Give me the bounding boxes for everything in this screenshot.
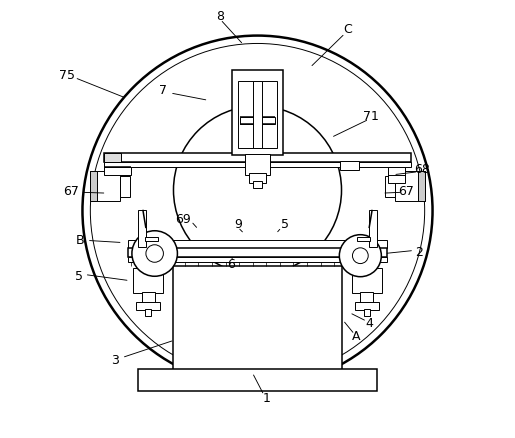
Polygon shape (238, 81, 277, 149)
Polygon shape (105, 163, 410, 167)
Polygon shape (385, 176, 395, 198)
Polygon shape (240, 118, 275, 125)
Polygon shape (136, 302, 160, 310)
Polygon shape (139, 210, 146, 247)
Polygon shape (105, 167, 131, 175)
Polygon shape (352, 268, 382, 293)
Text: 3: 3 (111, 353, 119, 366)
Text: 4: 4 (365, 316, 373, 329)
Circle shape (174, 107, 341, 275)
Text: 67: 67 (63, 184, 79, 197)
Text: 9: 9 (234, 218, 242, 231)
Polygon shape (364, 309, 370, 316)
Circle shape (339, 235, 381, 277)
Text: 6: 6 (227, 257, 235, 270)
Polygon shape (128, 258, 387, 263)
Text: A: A (352, 329, 360, 343)
Text: 7: 7 (160, 84, 167, 97)
Polygon shape (340, 161, 359, 171)
Polygon shape (128, 241, 387, 249)
Polygon shape (105, 153, 410, 163)
Polygon shape (145, 237, 158, 242)
Text: 5: 5 (281, 218, 288, 231)
Polygon shape (249, 173, 266, 183)
Circle shape (90, 44, 425, 378)
Circle shape (82, 36, 433, 386)
Polygon shape (145, 309, 151, 316)
Polygon shape (360, 292, 373, 303)
Text: 2: 2 (416, 245, 423, 258)
Text: 69: 69 (175, 212, 191, 226)
Text: B: B (76, 233, 84, 247)
Polygon shape (369, 210, 376, 247)
Text: 1: 1 (262, 392, 270, 405)
Polygon shape (133, 268, 163, 293)
Text: 5: 5 (75, 269, 83, 282)
Text: 8: 8 (216, 10, 225, 22)
Text: 68: 68 (414, 162, 430, 175)
Polygon shape (253, 182, 262, 188)
Polygon shape (245, 154, 270, 175)
Polygon shape (395, 172, 425, 201)
Text: 71: 71 (364, 110, 379, 123)
Text: 75: 75 (59, 68, 75, 81)
Polygon shape (174, 266, 341, 371)
Polygon shape (232, 71, 283, 155)
Polygon shape (139, 370, 376, 392)
Polygon shape (90, 172, 120, 201)
Polygon shape (128, 249, 387, 258)
Polygon shape (357, 237, 370, 242)
Polygon shape (418, 172, 425, 201)
Polygon shape (253, 81, 262, 149)
Polygon shape (120, 176, 130, 198)
Text: 67: 67 (398, 184, 414, 197)
Circle shape (352, 248, 368, 264)
Polygon shape (355, 302, 379, 310)
Polygon shape (90, 172, 97, 201)
Polygon shape (388, 167, 405, 183)
Polygon shape (105, 153, 121, 163)
Circle shape (146, 245, 163, 263)
Text: C: C (343, 23, 352, 35)
Polygon shape (142, 292, 154, 303)
Circle shape (132, 231, 177, 277)
